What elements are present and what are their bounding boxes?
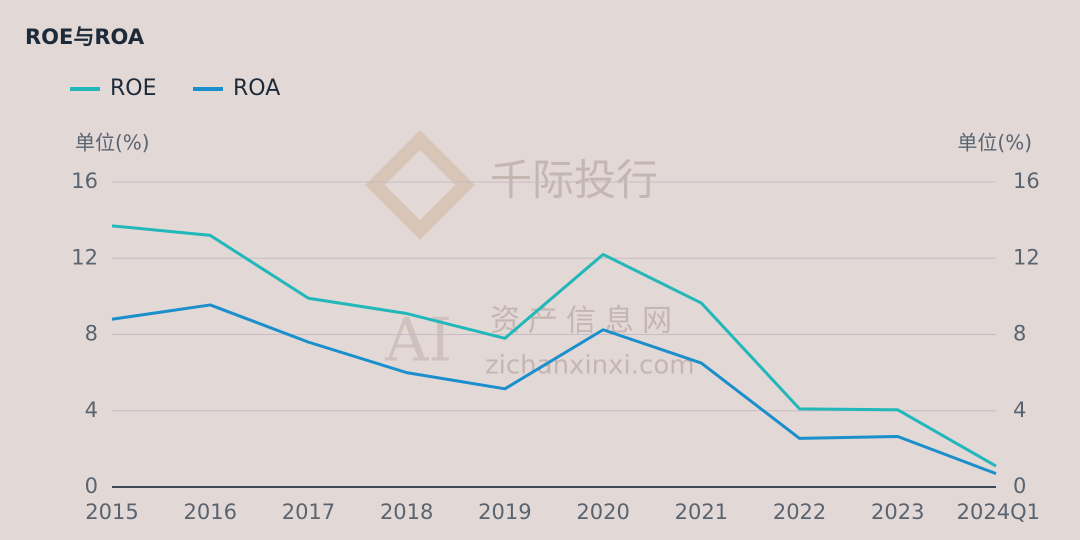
watermark-logo <box>365 130 475 240</box>
legend-label: ROA <box>233 76 280 101</box>
y-tick-label: 12 <box>71 245 98 269</box>
y-axis-label: 单位(%) <box>75 131 150 155</box>
y2-tick-label: 0 <box>1013 474 1026 498</box>
legend-label: ROE <box>110 76 157 101</box>
y2-axis-label: 单位(%) <box>957 131 1032 155</box>
y2-tick-label: 16 <box>1013 169 1040 193</box>
watermark: 资产信息网 <box>490 304 680 339</box>
x-tick-label: 2024Q1 <box>957 500 1040 524</box>
y2-tick-label: 8 <box>1013 322 1026 346</box>
x-tick-label: 2021 <box>675 500 728 524</box>
chart-title: ROE与ROA <box>25 25 145 49</box>
x-tick-label: 2016 <box>183 500 236 524</box>
x-tick-label: 2018 <box>380 500 433 524</box>
y2-tick-label: 4 <box>1013 398 1026 422</box>
x-tick-label: 2020 <box>576 500 629 524</box>
x-tick-label: 2019 <box>478 500 531 524</box>
series-line <box>111 224 997 468</box>
y2-tick-label: 12 <box>1013 245 1040 269</box>
y-tick-label: 4 <box>85 398 98 422</box>
x-tick-label: 2023 <box>871 500 924 524</box>
x-tick-label: 2022 <box>773 500 826 524</box>
y-tick-label: 16 <box>71 169 98 193</box>
y-tick-label: 8 <box>85 322 98 346</box>
y-tick-label: 0 <box>85 474 98 498</box>
x-tick-label: 2015 <box>85 500 138 524</box>
watermark: 千际投行 <box>490 156 658 205</box>
watermark: zichanxinxi.com <box>485 351 695 381</box>
x-tick-label: 2017 <box>282 500 335 524</box>
series-line <box>111 303 997 476</box>
